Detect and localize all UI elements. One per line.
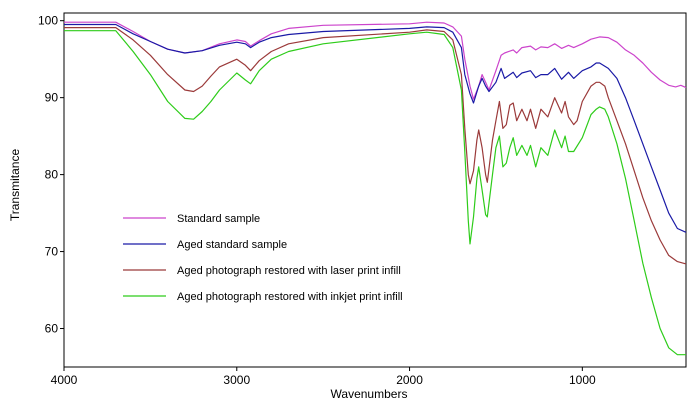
legend-label-2: Aged standard sample (177, 239, 287, 251)
y-tick-label: 100 (38, 14, 58, 28)
x-tick-label: 4000 (51, 373, 78, 387)
series-line-3 (64, 27, 687, 265)
series-layer (64, 21, 687, 356)
legend: Standard sample Aged standard sample Aged … (123, 213, 403, 303)
y-axis: 100 90 80 70 60 (38, 14, 64, 336)
x-axis-title: Wavenumbers (331, 387, 408, 401)
x-tick-label: 1000 (569, 373, 596, 387)
legend-label-4: Aged photograph restored with inkjet pri… (177, 291, 403, 303)
y-tick-label: 60 (45, 322, 59, 336)
y-tick-label: 80 (45, 168, 59, 182)
series-line-4 (64, 30, 686, 356)
legend-label-1: Standard sample (177, 213, 260, 225)
plot-frame (63, 12, 687, 368)
series-line-2 (64, 23, 687, 233)
x-tick-label: 2000 (396, 373, 423, 387)
y-axis-title: Transmitance (8, 149, 22, 222)
y-tick-label: 70 (45, 245, 59, 259)
legend-label-3: Aged photograph restored with laser prin… (177, 265, 401, 277)
series-line-1 (64, 21, 687, 100)
x-axis: 4000 3000 2000 1000 (51, 367, 596, 387)
plot-area (63, 12, 687, 368)
y-tick-label: 90 (45, 91, 59, 105)
x-tick-label: 3000 (223, 373, 250, 387)
